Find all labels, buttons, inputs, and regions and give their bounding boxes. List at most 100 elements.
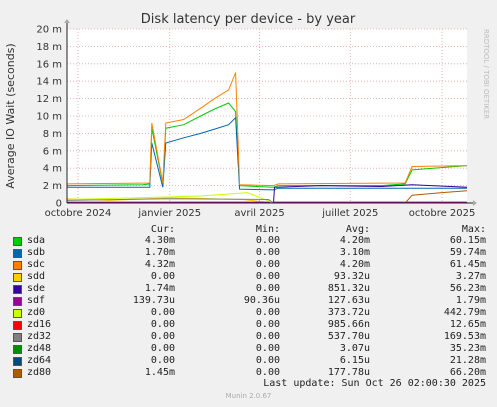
legend-max-value: 3.27m (455, 271, 486, 282)
legend-min-value: 0.00 (255, 343, 280, 354)
y-tick-label: 6 m (43, 146, 62, 157)
legend-cur-value: 1.70m (144, 247, 175, 258)
legend-min-value: 0.00 (255, 355, 280, 366)
legend-series-name: sdf (27, 295, 46, 306)
legend-avg-value: 373.72u (327, 307, 370, 318)
legend-min-value: 0.00 (255, 331, 280, 342)
legend-row-sdc: sdc 4.32m 0.00 4.20m 61.45m (0, 259, 497, 274)
legend-row-zd16: zd16 0.00 0.00 985.66n 12.65m (0, 319, 497, 334)
legend-max-value: 61.45m (449, 259, 486, 270)
y-tick-label: 12 m (36, 94, 62, 105)
legend-swatch (13, 237, 22, 246)
legend-swatch (13, 309, 22, 318)
legend-header-max: Max: (461, 224, 486, 235)
legend-swatch (13, 357, 22, 366)
x-tick-label: octobre 2025 (409, 208, 476, 219)
legend-min-value: 0.00 (255, 319, 280, 330)
series-line-sdb (67, 116, 467, 191)
legend-swatch (13, 273, 22, 282)
legend-swatch (13, 321, 22, 330)
legend-avg-value: 6.15u (339, 355, 370, 366)
legend-cur-value: 0.00 (150, 331, 175, 342)
legend-row-zd0: zd0 0.00 0.00 373.72u 442.79m (0, 307, 497, 322)
legend-max-value: 1.79m (455, 295, 486, 306)
legend-min-value: 90.36u (243, 295, 280, 306)
x-tick-label: janvier 2025 (137, 208, 201, 219)
legend-header-min: Min: (255, 224, 280, 235)
legend-min-value: 0.00 (255, 283, 280, 294)
y-tick-label: 16 m (36, 59, 62, 70)
legend-max-value: 169.53m (443, 331, 486, 342)
y-tick-label: 10 m (36, 112, 62, 123)
legend-series-name: sde (27, 283, 46, 294)
legend-row-sdb: sdb 1.70m 0.00 3.10m 59.74m (0, 247, 497, 262)
legend-series-name: sdd (27, 271, 46, 282)
legend-series-name: zd80 (27, 367, 52, 378)
legend-cur-value: 0.00 (150, 271, 175, 282)
series-line-sdc (66, 72, 468, 187)
legend-row-sda: sda 4.30m 0.00 4.20m 60.15m (0, 235, 497, 250)
legend-min-value: 0.00 (255, 235, 280, 246)
legend-min-value: 0.00 (255, 259, 280, 270)
legend-cur-value: 0.00 (150, 319, 175, 330)
x-tick-label: juillet 2025 (321, 208, 378, 219)
legend-cur-value: 0.00 (150, 307, 175, 318)
legend-swatch (13, 369, 22, 378)
last-update: Last update: Sun Oct 26 02:00:30 2025 (263, 378, 486, 389)
legend-series-name: zd16 (27, 319, 52, 330)
chart-title: Disk latency per device - by year (141, 12, 356, 27)
legend-swatch (13, 297, 22, 306)
legend-max-value: 56.23m (449, 283, 486, 294)
legend-min-value: 0.00 (255, 307, 280, 318)
legend-max-value: 35.23m (449, 343, 486, 354)
legend-avg-value: 985.66n (327, 319, 370, 330)
x-axis-arrow (473, 200, 477, 206)
legend-series-name: sda (27, 235, 46, 246)
legend-header-cur: Cur: (150, 224, 175, 235)
legend-cur-value: 4.30m (144, 235, 175, 246)
legend-cur-value: 0.00 (150, 355, 175, 366)
legend-max-value: 442.79m (443, 307, 486, 318)
legend-avg-value: 4.20m (339, 235, 370, 246)
legend-max-value: 59.74m (449, 247, 486, 258)
legend-swatch (13, 333, 22, 342)
legend-series-name: sdb (27, 247, 46, 258)
legend-swatch (13, 345, 22, 354)
legend-max-value: 60.15m (449, 235, 486, 246)
x-tick-label: octobre 2024 (45, 208, 112, 219)
legend-series-name: zd64 (27, 355, 52, 366)
x-tick-label: avril 2025 (234, 208, 284, 219)
legend-avg-value: 93.32u (333, 271, 370, 282)
y-axis-arrow (64, 19, 70, 23)
y-tick-label: 8 m (43, 129, 62, 140)
grid (67, 28, 467, 203)
legend-avg-value: 3.07u (339, 343, 370, 354)
legend-avg-value: 3.10m (339, 247, 370, 258)
legend-cur-value: 139.73u (132, 295, 175, 306)
legend-cur-value: 1.45m (144, 367, 175, 378)
legend-row-zd64: zd64 0.00 0.00 6.15u 21.28m (0, 355, 497, 370)
legend-max-value: 66.20m (449, 367, 486, 378)
legend-max-value: 12.65m (449, 319, 486, 330)
legend-row-sdf: sdf 139.73u 90.36u 127.63u 1.79m (0, 295, 497, 310)
legend-avg-value: 177.78u (327, 367, 370, 378)
legend-min-value: 0.00 (255, 367, 280, 378)
legend-avg-value: 851.32u (327, 283, 370, 294)
axes: 0 2 m 4 m 6 m 8 m 10 m 12 m 14 m 16 m 18 m 20 m oct… (36, 19, 477, 219)
watermark: RRDTOOL / TOBI OETIKER (482, 29, 490, 119)
legend-series-name: zd48 (27, 343, 52, 354)
legend-swatch (13, 249, 22, 258)
legend-header-avg: Avg: (345, 224, 370, 235)
legend-max-value: 21.28m (449, 355, 486, 366)
y-tick-label: 18 m (36, 42, 62, 53)
legend-row-zd48: zd48 0.00 0.00 3.07u 35.23m (0, 343, 497, 358)
legend-avg-value: 4.20m (339, 259, 370, 270)
legend-avg-value: 537.70u (327, 331, 370, 342)
legend-series-name: zd32 (27, 331, 52, 342)
y-tick-label: 4 m (43, 164, 62, 175)
legend-swatch (13, 261, 22, 270)
legend-series-name: zd0 (27, 307, 46, 318)
footer-version: Munin 2.0.67 (225, 392, 272, 400)
legend-avg-value: 127.63u (327, 295, 370, 306)
